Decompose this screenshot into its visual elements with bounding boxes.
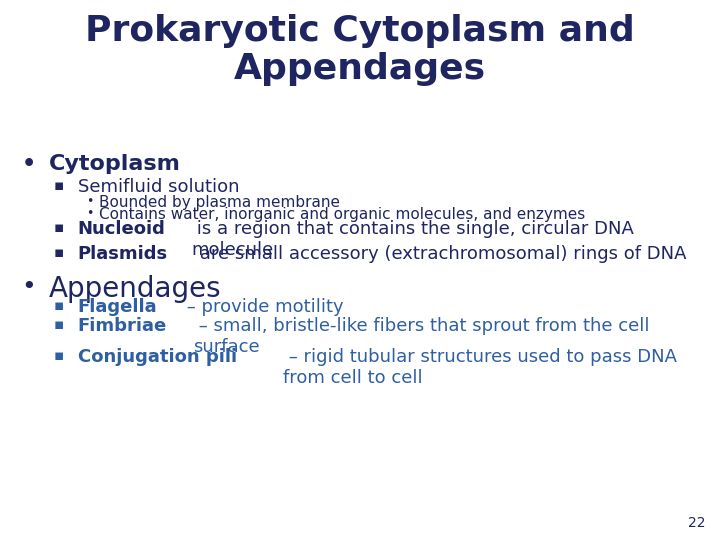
Text: ▪: ▪ bbox=[54, 348, 64, 363]
Text: Nucleoid: Nucleoid bbox=[78, 220, 166, 238]
Text: Appendages: Appendages bbox=[49, 275, 222, 303]
Text: ▪: ▪ bbox=[54, 178, 64, 193]
Text: Prokaryotic Cytoplasm and
Appendages: Prokaryotic Cytoplasm and Appendages bbox=[85, 14, 635, 85]
Text: •: • bbox=[22, 154, 36, 174]
Text: Conjugation pili: Conjugation pili bbox=[78, 348, 237, 366]
Text: Semifluid solution: Semifluid solution bbox=[78, 178, 239, 196]
Text: Fimbriae: Fimbriae bbox=[78, 317, 167, 335]
Text: ▪: ▪ bbox=[54, 220, 64, 235]
Text: ▪: ▪ bbox=[54, 317, 64, 332]
Text: Bounded by plasma membrane: Bounded by plasma membrane bbox=[99, 195, 341, 211]
Text: Contains water, inorganic and organic molecules, and enzymes: Contains water, inorganic and organic mo… bbox=[99, 207, 585, 222]
Text: ▪: ▪ bbox=[54, 245, 64, 260]
Text: 22: 22 bbox=[688, 516, 706, 530]
Text: is a region that contains the single, circular DNA
molecule: is a region that contains the single, ci… bbox=[191, 220, 634, 259]
Text: – small, bristle-like fibers that sprout from the cell
surface: – small, bristle-like fibers that sprout… bbox=[193, 317, 649, 356]
Text: are small accessory (extrachromosomal) rings of DNA: are small accessory (extrachromosomal) r… bbox=[194, 245, 687, 262]
Text: – provide motility: – provide motility bbox=[181, 298, 343, 316]
Text: •: • bbox=[86, 207, 94, 220]
Text: •: • bbox=[22, 275, 36, 299]
Text: – rigid tubular structures used to pass DNA
from cell to cell: – rigid tubular structures used to pass … bbox=[283, 348, 677, 387]
Text: ▪: ▪ bbox=[54, 298, 64, 313]
Text: •: • bbox=[86, 195, 94, 208]
Text: Plasmids: Plasmids bbox=[78, 245, 168, 262]
Text: Cytoplasm: Cytoplasm bbox=[49, 154, 181, 174]
Text: Flagella: Flagella bbox=[78, 298, 158, 316]
